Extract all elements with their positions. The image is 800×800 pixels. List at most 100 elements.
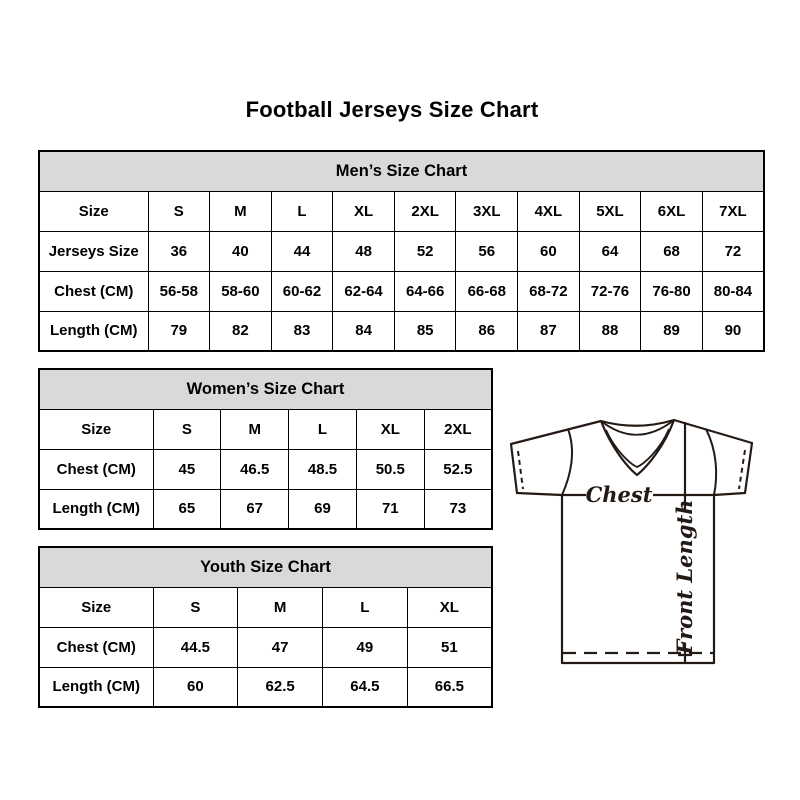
collar-inner-v-icon	[605, 428, 670, 468]
jersey-measurement-diagram: Chest Front Length	[509, 418, 754, 665]
cell-value: 64-66	[393, 270, 457, 312]
cell-value: 73	[423, 488, 493, 530]
right-cuff-stitch-icon	[738, 449, 746, 490]
cell-value: 62-64	[332, 270, 395, 312]
row-label: Length (CM)	[38, 310, 149, 352]
row-label: Jerseys Size	[38, 230, 149, 272]
cell-value: 49	[322, 626, 408, 668]
cell-value: 86	[455, 310, 519, 352]
cell-value: 60	[517, 230, 580, 272]
cell-value: 56	[455, 230, 519, 272]
cell-value: 79	[147, 310, 211, 352]
table-title-row: Men’s Size Chart	[38, 150, 765, 192]
row-label: Length (CM)	[38, 666, 154, 708]
cell-value: 66.5	[406, 666, 493, 708]
row-label: Size	[38, 586, 154, 628]
cell-value: 6XL	[640, 190, 703, 232]
table-title-row: Women’s Size Chart	[38, 368, 493, 410]
cell-value: 76-80	[640, 270, 703, 312]
row-label: Length (CM)	[38, 488, 154, 530]
cell-value: M	[237, 586, 323, 628]
cell-value: 36	[147, 230, 211, 272]
cell-value: 82	[209, 310, 272, 352]
table-row: Size S M L XL 2XL 3XL 4XL 5XL 6XL 7XL	[38, 190, 765, 232]
cell-value: S	[152, 408, 222, 450]
front-length-measure-line-icon	[678, 422, 692, 663]
cell-value: 46.5	[220, 448, 290, 490]
chest-label: Chest	[586, 482, 653, 507]
cell-value: 69	[288, 488, 357, 530]
cell-value: 51	[406, 626, 493, 668]
cell-value: 65	[152, 488, 222, 530]
right-armhole-seam-icon	[705, 428, 718, 496]
cell-value: XL	[406, 586, 493, 628]
left-armhole-seam-icon	[561, 428, 573, 496]
cell-value: XL	[355, 408, 425, 450]
table-title: Men’s Size Chart	[38, 150, 765, 192]
cell-value: 48.5	[288, 448, 357, 490]
row-label: Chest (CM)	[38, 270, 149, 312]
cell-value: 87	[517, 310, 580, 352]
cell-value: 60	[152, 666, 239, 708]
table-row: Jerseys Size 36 40 44 48 52 56 60 64 68 72	[38, 230, 765, 272]
table-row: Chest (CM) 44.5 47 49 51	[38, 626, 493, 668]
left-cuff-stitch-icon	[517, 450, 524, 490]
mens-size-table: Men’s Size Chart Size S M L XL 2XL 3XL 4XL 5XL 6XL…	[38, 150, 765, 352]
collar-outer-v-icon	[599, 419, 676, 477]
cell-value: 83	[270, 310, 334, 352]
table-title: Youth Size Chart	[38, 546, 493, 588]
row-label: Chest (CM)	[38, 626, 154, 668]
cell-value: 72	[701, 230, 765, 272]
cell-value: 64	[578, 230, 642, 272]
cell-value: L	[288, 408, 357, 450]
cell-value: 62.5	[237, 666, 323, 708]
cell-value: 66-68	[455, 270, 519, 312]
row-label: Chest (CM)	[38, 448, 154, 490]
cell-value: 44	[270, 230, 334, 272]
table-row: Size S M L XL	[38, 586, 493, 628]
cell-value: 67	[220, 488, 290, 530]
cell-value: M	[209, 190, 272, 232]
cell-value: S	[152, 586, 239, 628]
table-row: Length (CM) 60 62.5 64.5 66.5	[38, 666, 493, 708]
cell-value: 56-58	[147, 270, 211, 312]
youth-size-table: Youth Size Chart Size S M L XL Chest (CM) 44.5 4…	[38, 546, 493, 708]
cell-value: 71	[355, 488, 425, 530]
cell-value: 50.5	[355, 448, 425, 490]
cell-value: 72-76	[578, 270, 642, 312]
womens-size-table: Women’s Size Chart Size S M L XL 2XL Chest (CM)…	[38, 368, 493, 530]
table-row: Chest (CM) 45 46.5 48.5 50.5 52.5	[38, 448, 493, 490]
cell-value: 64.5	[322, 666, 408, 708]
collar-back-curve-icon	[600, 419, 675, 436]
cell-value: 80-84	[701, 270, 765, 312]
cell-value: 84	[332, 310, 395, 352]
cell-value: 60-62	[270, 270, 334, 312]
cell-value: S	[147, 190, 211, 232]
cell-value: XL	[332, 190, 395, 232]
cell-value: 68	[640, 230, 703, 272]
table-title-row: Youth Size Chart	[38, 546, 493, 588]
cell-value: 68-72	[517, 270, 580, 312]
cell-value: 44.5	[152, 626, 239, 668]
table-row: Length (CM) 65 67 69 71 73	[38, 488, 493, 530]
cell-value: 4XL	[517, 190, 580, 232]
table-row: Size S M L XL 2XL	[38, 408, 493, 450]
cell-value: 2XL	[423, 408, 493, 450]
table-title: Women’s Size Chart	[38, 368, 493, 410]
cell-value: 90	[701, 310, 765, 352]
cell-value: L	[322, 586, 408, 628]
cell-value: 58-60	[209, 270, 272, 312]
cell-value: 45	[152, 448, 222, 490]
front-length-label: Front Length	[672, 500, 697, 656]
cell-value: M	[220, 408, 290, 450]
cell-value: 52	[393, 230, 457, 272]
cell-value: 3XL	[455, 190, 519, 232]
page-title: Football Jerseys Size Chart	[245, 97, 539, 122]
cell-value: 89	[640, 310, 703, 352]
cell-value: 88	[578, 310, 642, 352]
cell-value: 7XL	[701, 190, 765, 232]
row-label: Size	[38, 408, 154, 450]
cell-value: L	[270, 190, 334, 232]
cell-value: 5XL	[578, 190, 642, 232]
